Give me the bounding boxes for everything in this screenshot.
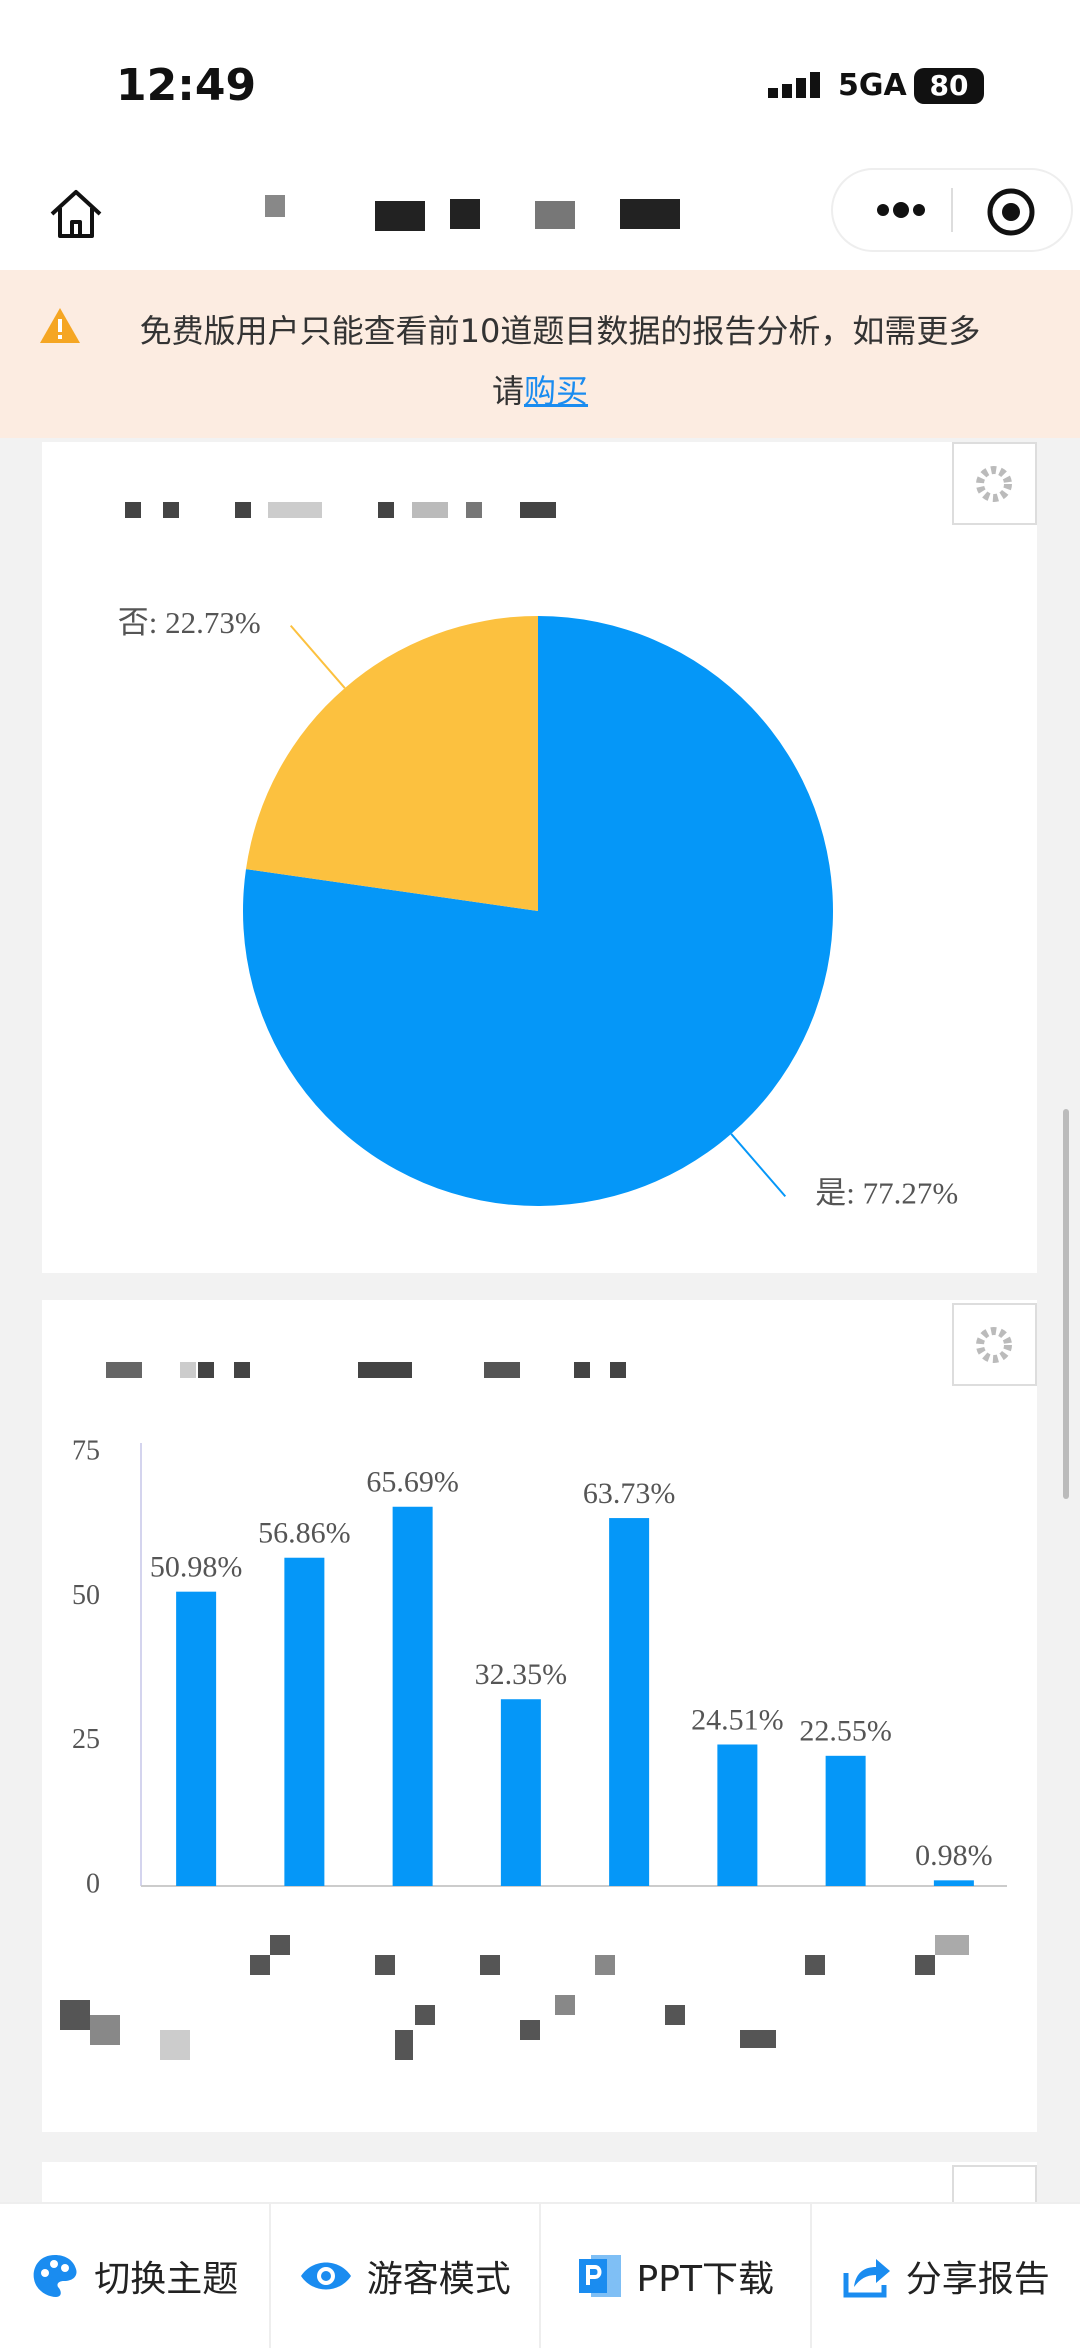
notice-text: 免费版用户只能查看前10道题目数据的报告分析，如需更多 (139, 312, 981, 350)
leader-line (289, 624, 346, 689)
data-label: 否: 22.73% (118, 605, 261, 640)
blurred-categories (60, 1935, 969, 2060)
bar (284, 1557, 325, 1886)
toolbar-label: 切换主题 (94, 2259, 239, 2300)
pie-slice (245, 616, 538, 911)
scrollbar (1063, 1109, 1069, 1499)
toolbar-item[interactable]: 游客模式 (268, 2204, 540, 2348)
bar (717, 1744, 758, 1886)
notice-banner: 免费版用户只能查看前10道题目数据的报告分析，如需更多 请购买 (0, 270, 1080, 438)
status-bar: 12:49 5GA 80 (0, 0, 1080, 160)
toolbar-item[interactable]: 切换主题 (0, 2204, 269, 2348)
y-tick-label: 0 (86, 1868, 100, 1899)
more-button[interactable] (873, 190, 933, 230)
y-tick-label: 50 (72, 1580, 100, 1611)
palette-icon (33, 2255, 77, 2297)
data-label: 0.98% (915, 1839, 993, 1872)
data-label: 22.55% (799, 1715, 892, 1748)
close-button[interactable] (983, 184, 1039, 240)
home-button[interactable] (46, 184, 106, 244)
notice-line: 请购买 (0, 366, 1080, 412)
clock: 12:49 (116, 60, 257, 111)
blurred-title (265, 195, 680, 231)
battery: 80 (914, 68, 984, 104)
bar (609, 1518, 650, 1886)
settings-button[interactable] (952, 442, 1037, 525)
data-label: 63.73% (583, 1477, 676, 1510)
blurred-title (106, 502, 626, 1378)
data-label: 32.35% (475, 1658, 568, 1691)
data-label: 24.51% (691, 1703, 784, 1736)
ppt-icon (578, 2255, 621, 2297)
bar (825, 1755, 866, 1886)
settings-button[interactable] (952, 2165, 1037, 2202)
bar (176, 1591, 217, 1886)
data-label: 50.98% (150, 1551, 243, 1584)
toolbar-label: 游客模式 (366, 2259, 511, 2300)
signal-icon (768, 72, 820, 98)
bar (392, 1506, 433, 1886)
y-tick-label: 75 (72, 1435, 100, 1466)
bar (500, 1699, 541, 1886)
notice-text: 请 (491, 372, 524, 410)
eye-icon (300, 2262, 351, 2290)
toolbar-label: PPT下载 (636, 2259, 774, 2300)
buy-link[interactable]: 购买 (524, 372, 589, 410)
leader-line (730, 1133, 787, 1198)
divider (951, 188, 953, 232)
data-label: 56.86% (258, 1517, 351, 1550)
mini-program-capsule (831, 168, 1073, 252)
nav-bar (0, 160, 1080, 270)
toolbar-label: 分享报告 (905, 2259, 1050, 2300)
bar (933, 1880, 974, 1886)
data-label: 65.69% (366, 1466, 459, 1499)
card (42, 2162, 1037, 2202)
y-tick-label: 25 (72, 1724, 100, 1755)
network: 5GA (838, 68, 907, 103)
share-icon (843, 2259, 890, 2298)
data-label: 是: 77.27% (815, 1175, 958, 1210)
report-body: 是: 77.27% 否: 22.73% 0 25 50 75 50.98% 56.86% 65.… (42, 442, 1069, 2202)
bottom-toolbar: 切换主题 游客模式 PPT下载 分享报告 (0, 2202, 1080, 2348)
settings-button[interactable] (952, 1303, 1037, 1386)
warning-icon (40, 308, 80, 343)
toolbar-item[interactable]: 分享报告 (809, 2204, 1080, 2348)
toolbar-item[interactable]: PPT下载 (539, 2204, 810, 2348)
